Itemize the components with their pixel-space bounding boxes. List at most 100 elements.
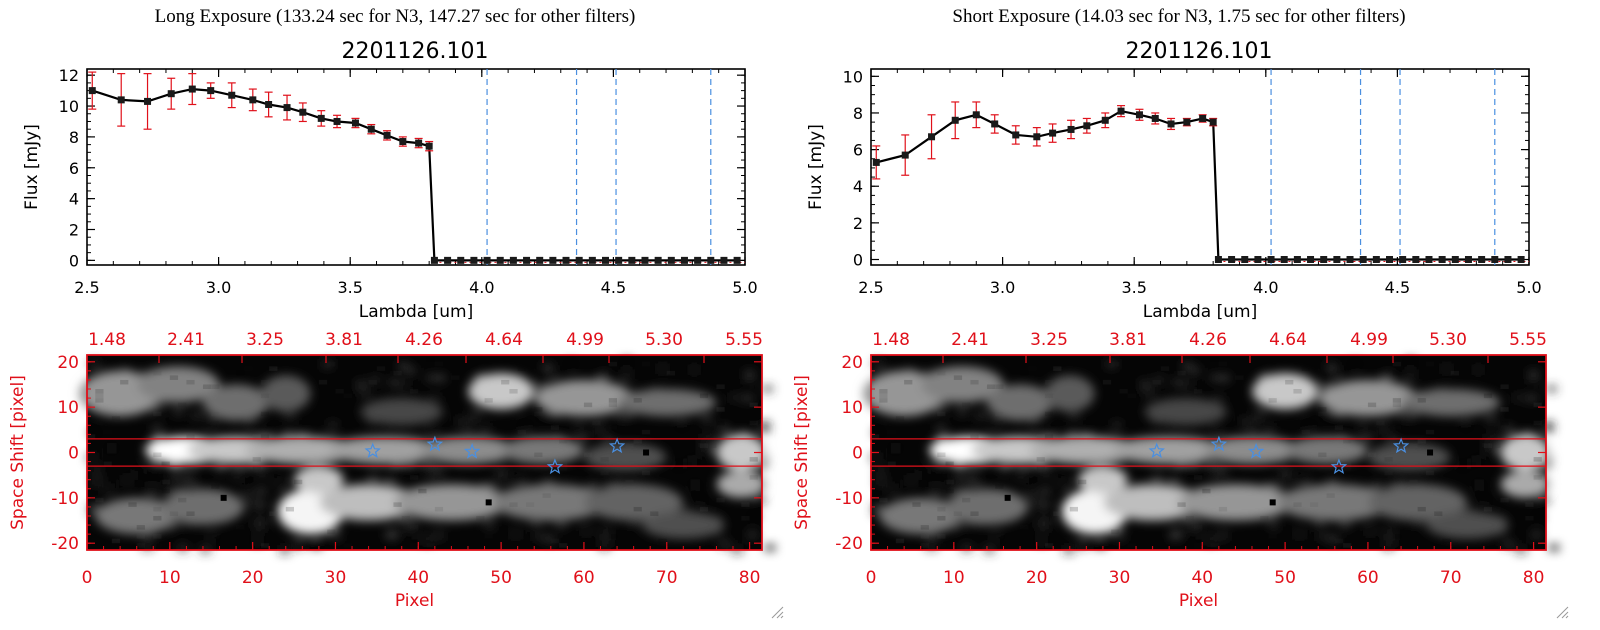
image-pixel: [641, 361, 651, 367]
image-pixel: [103, 429, 112, 435]
zero-data-point: [536, 256, 544, 264]
image-pixel: [161, 479, 170, 485]
image-x-tick-label: 20: [242, 568, 264, 588]
image-pixel: [236, 525, 245, 530]
image-noise-cell: [1326, 364, 1337, 371]
image-pixel: [1318, 452, 1327, 458]
image-noise-cell: [947, 485, 958, 491]
image-noise-cell: [1513, 394, 1524, 401]
image-noise-cell: [961, 545, 972, 551]
zero-data-point: [444, 256, 452, 264]
image-noise-cell: [246, 419, 257, 426]
image-noise-cell: [533, 533, 544, 539]
wavelength-tick-label: 1.48: [872, 330, 910, 350]
image-noise-cell: [1022, 473, 1033, 479]
image-pixel: [608, 370, 618, 376]
image-pixel: [1533, 420, 1542, 426]
zero-data-point: [509, 256, 517, 264]
resize-grip-left[interactable]: [770, 604, 784, 619]
resize-grip-right[interactable]: [1555, 604, 1569, 619]
zero-data-point: [1346, 256, 1354, 264]
image-source-blob: [261, 375, 311, 412]
image-dark-pixel: [1004, 494, 1011, 501]
image-x-tick-label: 40: [407, 568, 429, 588]
image-pixel: [658, 538, 667, 544]
data-point: [872, 158, 880, 166]
image-noise-cell: [149, 462, 160, 468]
image-pixel: [995, 411, 1004, 417]
image-noise-cell: [177, 545, 188, 551]
image-pixel: [895, 538, 905, 544]
image-pixel: [1078, 479, 1087, 485]
image-source-blob: [1078, 466, 1128, 494]
image-pixel: [269, 511, 278, 516]
image-pixel: [1392, 534, 1402, 539]
image-noise-cell: [1486, 416, 1497, 422]
y-tick-label: 10: [59, 97, 79, 116]
image-pixel: [426, 543, 435, 548]
image-pixel: [401, 366, 410, 371]
image-pixel: [608, 361, 618, 367]
image-noise-cell: [356, 387, 367, 393]
image-noise-cell: [875, 479, 886, 485]
image-pixel: [244, 366, 253, 371]
image-pixel: [410, 407, 419, 412]
image-pixel: [633, 398, 642, 403]
image-pixel: [476, 515, 485, 521]
image-pixel: [716, 407, 725, 412]
image-pixel: [1434, 511, 1443, 516]
image-noise-cell: [598, 371, 609, 378]
image-noise-cell: [430, 395, 440, 402]
image-pixel: [559, 466, 568, 471]
zero-data-point: [1372, 256, 1380, 264]
image-noise-cell: [765, 545, 776, 551]
image-pixel: [136, 543, 145, 548]
y-tick-label: 2: [853, 214, 863, 233]
image-pixel: [887, 461, 896, 467]
data-point: [207, 87, 215, 95]
image-noise-cell: [762, 386, 773, 392]
image-noise-cell: [456, 418, 467, 425]
image-pixel: [1392, 425, 1402, 430]
image-noise-cell: [385, 533, 396, 539]
image-noise-cell: [1333, 413, 1344, 419]
image-noise-cell: [703, 433, 714, 440]
image-source-blob: [987, 384, 1054, 421]
image-noise-cell: [535, 382, 546, 388]
image-noise-cell: [1474, 482, 1485, 488]
image-pixel: [1409, 479, 1418, 485]
data-point: [1012, 131, 1020, 139]
image-noise-cell: [1035, 516, 1046, 522]
image-noise-cell: [1382, 371, 1393, 378]
image-noise-cell: [1357, 425, 1368, 432]
image-pixel: [1425, 470, 1435, 476]
image-noise-cell: [566, 361, 577, 367]
image-noise-cell: [991, 534, 1001, 540]
image-pixel: [1111, 529, 1120, 535]
zero-data-point: [667, 256, 675, 264]
image-source-blob: [1028, 436, 1144, 464]
image-pixel: [1235, 375, 1244, 380]
image-noise-cell: [955, 473, 966, 479]
zero-data-point: [1425, 256, 1433, 264]
wavelength-tick-label: 2.41: [951, 330, 989, 350]
image-noise-cell: [1483, 442, 1493, 448]
image-noise-cell: [1372, 483, 1383, 489]
zero-data-point: [641, 256, 649, 264]
image-noise-cell: [293, 542, 304, 548]
y-tick-label: 0: [853, 251, 863, 270]
image-pixel: [1260, 515, 1269, 521]
image-noise-cell: [917, 467, 928, 474]
image-pixel: [904, 379, 913, 385]
image-pixel-grid: [871, 357, 1542, 548]
zero-data-point: [483, 256, 491, 264]
image-x-tick-label: 10: [943, 568, 965, 588]
image-pixel: [434, 475, 444, 480]
image-pixel: [1525, 502, 1534, 507]
image-noise-cell: [142, 543, 153, 550]
image-noise-cell: [930, 489, 941, 496]
image-pixel: [95, 393, 104, 399]
image-pixel: [1020, 525, 1029, 530]
data-point: [265, 100, 273, 108]
image-dark-pixel: [485, 499, 492, 506]
